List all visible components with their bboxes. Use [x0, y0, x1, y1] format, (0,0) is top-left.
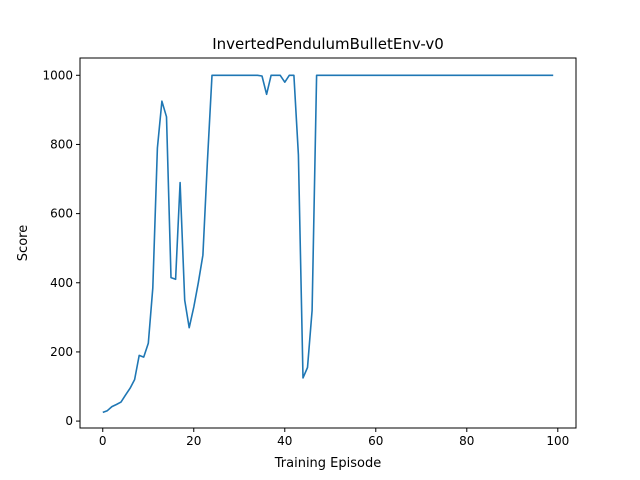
- x-tick-label: 100: [546, 434, 569, 448]
- y-axis-ticks: 0 200 400 600 800 1000: [42, 68, 80, 428]
- x-axis-label: Training Episode: [274, 456, 381, 471]
- x-axis-ticks: 0 20 40 60 80 100: [99, 428, 569, 448]
- plot-area: [102, 74, 554, 414]
- y-tick-label: 400: [50, 276, 73, 290]
- chart-title: InvertedPendulumBulletEnv-v0: [212, 35, 444, 53]
- x-tick-label: 80: [459, 434, 474, 448]
- x-tick-label: 60: [368, 434, 383, 448]
- series-line-0: [102, 74, 554, 414]
- y-tick-label: 600: [50, 207, 73, 221]
- y-tick-label: 1000: [42, 68, 73, 82]
- y-tick-label: 0: [65, 414, 73, 428]
- y-tick-label: 800: [50, 137, 73, 151]
- y-axis-label: Score: [16, 225, 31, 261]
- x-tick-label: 0: [99, 434, 107, 448]
- y-tick-label: 200: [50, 345, 73, 359]
- x-tick-label: 40: [277, 434, 292, 448]
- x-tick-label: 20: [186, 434, 201, 448]
- axes-frame: [79, 57, 577, 429]
